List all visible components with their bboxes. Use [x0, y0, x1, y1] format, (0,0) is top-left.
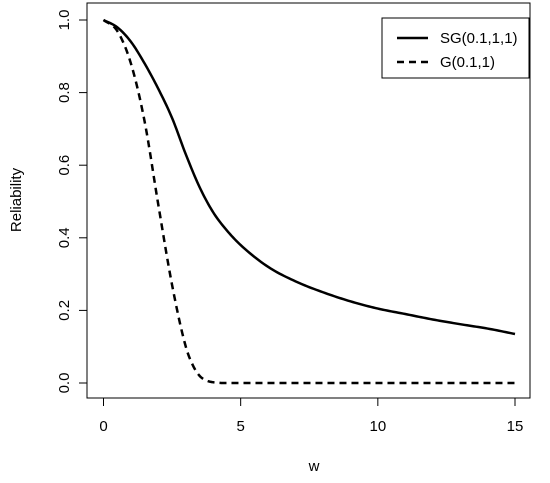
y-tick-label: 0.2 [56, 300, 73, 321]
x-tick-label: 5 [236, 418, 244, 435]
x-tick-label: 15 [507, 418, 524, 435]
y-tick-label: 0.0 [56, 373, 73, 394]
legend: SG(0.1,1,1) G(0.1,1) [381, 17, 530, 79]
series-line-1 [102, 18, 516, 336]
y-tick-label: 0.8 [56, 82, 73, 103]
x-tick-label: 10 [369, 418, 386, 435]
legend-label-2: G(0.1,1) [440, 54, 495, 71]
series-line-2 [102, 18, 515, 385]
y-axis: 0.0 0.2 0.4 0.6 0.8 1.0 [56, 10, 88, 394]
x-axis-label: w [308, 458, 320, 475]
y-tick-label: 1.0 [56, 10, 73, 31]
legend-box [381, 17, 530, 79]
x-axis: 0 5 10 15 [99, 397, 524, 435]
y-tick-label: 0.4 [56, 227, 73, 248]
legend-label-1: SG(0.1,1,1) [440, 30, 518, 47]
series-layer [102, 18, 516, 385]
x-tick-label: 0 [99, 418, 107, 435]
y-axis-label: Reliability [8, 167, 25, 232]
y-tick-label: 0.6 [56, 155, 73, 176]
